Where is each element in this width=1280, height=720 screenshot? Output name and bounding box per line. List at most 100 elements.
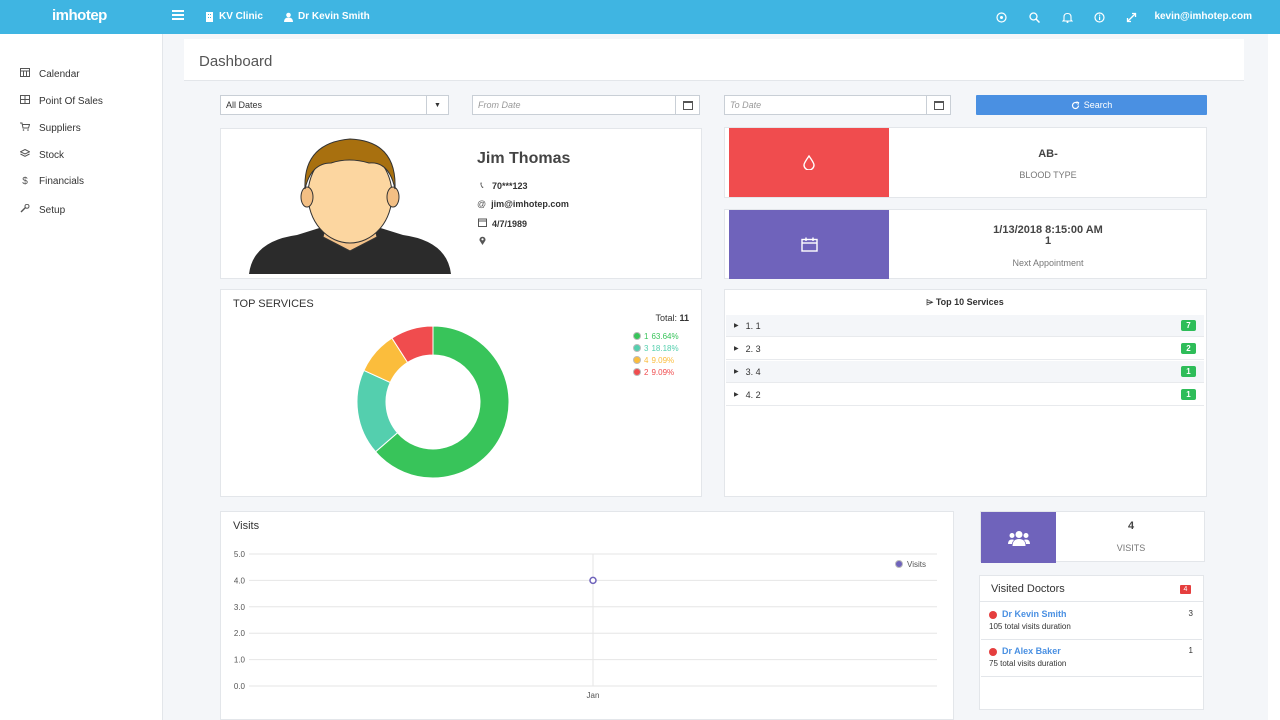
patient-dob: 4/7/1989 [477, 218, 527, 229]
from-date-placeholder: From Date [478, 100, 521, 110]
to-date-placeholder: To Date [730, 100, 762, 110]
sidebar-item-label: Point Of Sales [39, 95, 103, 107]
legend-label[interactable]: Visits [907, 560, 926, 569]
target-icon[interactable] [994, 10, 1008, 24]
y-tick-label: 5.0 [234, 550, 246, 559]
visits-tile-icon-box [981, 512, 1056, 563]
y-tick-label: 0.0 [234, 682, 246, 691]
doctor-link[interactable]: Dr Alex Baker [1002, 646, 1061, 656]
data-point[interactable] [589, 576, 597, 585]
service-label: 1. 1 [745, 320, 761, 331]
list-item[interactable]: ▶ 2. 3 2 [726, 338, 1204, 360]
expand-icon[interactable] [1124, 10, 1138, 24]
patient-card: Jim Thomas 📞︎ 70***123 @ jim@imhotep.com… [220, 128, 702, 279]
status-dot [989, 611, 997, 619]
info-icon[interactable] [1092, 10, 1106, 24]
visits-label: VISITS [1116, 543, 1146, 553]
to-date-input[interactable]: To Date [724, 95, 951, 115]
visits-line-chart[interactable]: 0.0 1.0 2.0 3.0 4.0 5.0 Jan Visits [221, 542, 955, 720]
patient-location [477, 236, 492, 247]
phone-icon: 📞︎ [480, 180, 484, 190]
status-dot [989, 648, 997, 656]
top-services-donut-chart[interactable] [340, 324, 530, 480]
calendar-picker-icon[interactable] [926, 96, 950, 114]
wrench-icon [20, 203, 30, 216]
dollar-icon: $ [22, 176, 28, 187]
sidebar-item-label: Setup [39, 204, 66, 216]
list-item[interactable]: ▶ 4. 2 1 [726, 384, 1204, 406]
x-tick-label: Jan [587, 691, 600, 700]
doctor-selector[interactable]: Dr Kevin Smith [284, 11, 370, 22]
sidebar-item-calendar[interactable]: Calendar [20, 68, 80, 80]
sidebar-item-point-of-sales[interactable]: Point Of Sales [20, 95, 103, 107]
legend-item[interactable]: 1 63.64% [633, 330, 679, 342]
sidebar-item-financials[interactable]: $ Financials [20, 176, 84, 187]
legend-pct: 18.18% [651, 343, 679, 353]
donut-slice-1[interactable] [374, 325, 510, 479]
visited-doctors-count-badge: 4 [1180, 585, 1191, 594]
total-label: Total: [655, 313, 677, 323]
patient-name: Jim Thomas [477, 150, 571, 167]
visits-value: 4 [1127, 520, 1135, 532]
donut-legend: 1 63.64% 3 18.18% 4 9.09% 2 9.09% [633, 330, 679, 378]
legend-item[interactable]: 3 18.18% [633, 342, 679, 354]
caret-right-icon: ▶ [734, 323, 739, 329]
page-header: Dashboard [184, 39, 1244, 81]
service-label: 4. 2 [745, 389, 761, 400]
sidebar-item-stock[interactable]: Stock [19, 148, 65, 161]
top-services-total: Total: 11 [655, 313, 689, 323]
legend-swatch [633, 332, 641, 340]
clinic-selector[interactable]: KV Clinic [205, 11, 263, 22]
next-appointment-value: 1/13/2018 8:15:00 AM [993, 224, 1103, 236]
from-date-input[interactable]: From Date [472, 95, 700, 115]
legend-pct: 63.64% [651, 331, 679, 341]
patient-avatar [249, 138, 451, 274]
patient-dob-value: 4/7/1989 [492, 218, 528, 229]
doctor-duration: 75 total visits duration [989, 659, 1067, 668]
page-title: Dashboard [199, 53, 273, 70]
list-item[interactable]: ▶ 3. 4 1 [726, 361, 1204, 383]
legend-swatch [895, 560, 903, 568]
service-count-badge: 1 [1181, 389, 1196, 400]
legend-name: 1 [644, 331, 649, 341]
service-count-badge: 1 [1181, 366, 1196, 377]
legend-name: 3 [644, 343, 649, 353]
bell-icon[interactable] [1060, 10, 1074, 24]
next-appointment-value-2: 1 [1044, 235, 1052, 247]
sidebar-item-suppliers[interactable]: Suppliers [20, 122, 81, 134]
list-item[interactable]: Dr Kevin Smith 105 total visits duration… [981, 603, 1202, 640]
patient-phone: 📞︎ 70***123 [477, 180, 527, 191]
search-button[interactable]: Search [976, 95, 1207, 115]
blood-type-tile: AB- BLOOD TYPE [724, 127, 1207, 198]
legend-item[interactable]: 4 9.09% [633, 354, 679, 366]
legend-pct: 9.09% [651, 367, 675, 377]
legend-pct: 9.09% [651, 355, 675, 365]
sidebar-item-label: Stock [39, 149, 65, 161]
search-icon[interactable] [1027, 10, 1041, 24]
chevron-down-icon[interactable]: ▼ [426, 96, 448, 114]
visited-doctors-header: Visited Doctors 4 [980, 576, 1203, 602]
app-logo[interactable]: imhotep [52, 7, 107, 24]
donut-slice-2[interactable] [391, 325, 434, 364]
legend-item[interactable]: 2 9.09% [633, 366, 679, 378]
list-item[interactable]: ▶ 1. 1 7 [726, 315, 1204, 337]
total-value: 11 [679, 313, 689, 323]
scrollbar[interactable] [1268, 34, 1280, 720]
doctor-visit-count: 1 [1188, 646, 1193, 655]
calendar-picker-icon[interactable] [675, 96, 699, 114]
visits-chart-card: Visits 0.0 1.0 2.0 3.0 4.0 5.0 Jan Visits [220, 511, 954, 720]
users-icon [1007, 530, 1030, 546]
menu-toggle-icon[interactable] [172, 10, 184, 22]
drop-icon [803, 155, 815, 170]
date-range-select[interactable]: All Dates ▼ [220, 95, 449, 115]
sidebar-item-setup[interactable]: Setup [20, 203, 66, 216]
grid-icon [20, 95, 30, 107]
blood-type-label: BLOOD TYPE [1019, 170, 1077, 180]
blood-type-value: AB- [1038, 148, 1058, 160]
date-range-value: All Dates [226, 100, 263, 110]
top-10-title: ⌲ Top 10 Services [725, 297, 1205, 308]
list-item[interactable]: Dr Alex Baker 75 total visits duration 1 [981, 640, 1202, 677]
doctor-link[interactable]: Dr Kevin Smith [1002, 609, 1067, 619]
clinic-name: KV Clinic [219, 11, 263, 22]
user-menu[interactable]: kevin@imhotep.com [1154, 11, 1252, 22]
